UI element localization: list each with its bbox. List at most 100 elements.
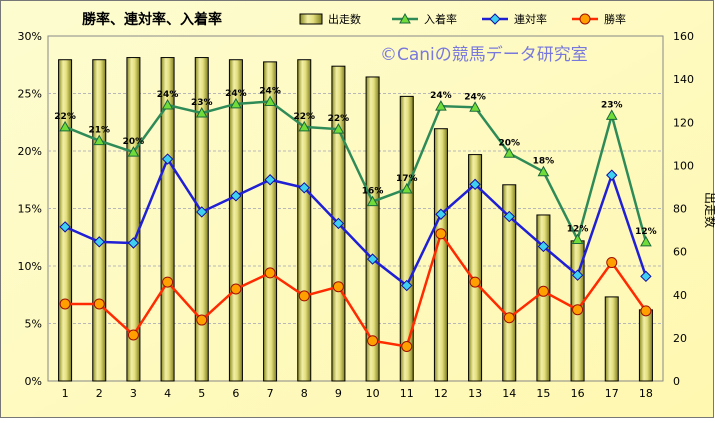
point-diamond [503, 210, 515, 223]
data-label: 24% [225, 89, 247, 99]
point-triangle [503, 147, 516, 158]
legend-marker [489, 13, 501, 25]
y-right-tick-label: 120 [673, 116, 694, 129]
y-left-tick-label: 0% [25, 375, 42, 388]
data-label: 22% [328, 114, 350, 124]
y-right-tick-label: 140 [673, 73, 694, 86]
data-label: 18% [533, 157, 555, 167]
point-triangle [605, 109, 618, 120]
data-label: 12% [635, 227, 657, 237]
y-left-tick-label: 5% [25, 318, 42, 331]
y-right-tick-label: 80 [673, 203, 687, 216]
point-diamond [537, 240, 550, 253]
point-diamond [571, 269, 584, 281]
series-line [64, 156, 648, 288]
point-diamond [93, 236, 105, 248]
x-tick-label: 5 [198, 387, 205, 400]
grid [47, 35, 664, 382]
axes: 0% 5% 10% 15% 20% 25% 30% 0 20 40 60 80 100 120 140 160… [18, 30, 694, 400]
point-diamond [332, 217, 345, 230]
legend-marker [399, 12, 411, 24]
point-circle [537, 285, 549, 297]
x-tick-label: 12 [434, 387, 448, 400]
point-circle [640, 305, 652, 317]
x-tick-label: 3 [130, 387, 137, 400]
bar [92, 59, 107, 382]
x-tick-label: 16 [571, 387, 585, 400]
data-label: 17% [396, 174, 418, 184]
point-triangle [400, 182, 413, 194]
point-diamond [196, 206, 208, 218]
x-tick-label: 8 [301, 387, 308, 400]
point-circle [264, 267, 276, 279]
point-circle [332, 281, 344, 293]
bar [263, 61, 278, 382]
y-left-tick-label: 30% [18, 30, 42, 43]
point-circle [230, 283, 242, 295]
point-diamond [161, 153, 174, 165]
watermark: ©Caniの競馬データ研究室 [380, 44, 588, 65]
x-tick-label: 2 [96, 387, 103, 400]
point-circle [435, 228, 447, 240]
point-circle [401, 341, 413, 352]
x-tick-label: 15 [536, 387, 550, 400]
x-tick-label: 17 [605, 387, 619, 400]
bar [160, 57, 175, 382]
y-right-tick-label: 0 [673, 375, 680, 388]
point-circle [606, 257, 618, 269]
point-circle [298, 290, 310, 302]
point-triangle [264, 95, 276, 107]
point-triangle [59, 120, 71, 132]
bar [399, 95, 414, 382]
x-tick-label: 1 [62, 387, 69, 400]
point-circle [93, 298, 105, 310]
bar [502, 184, 517, 382]
bar [468, 154, 483, 382]
point-circle [162, 276, 174, 288]
bar [433, 128, 448, 382]
data-label: 24% [464, 92, 486, 102]
point-triangle [640, 235, 652, 247]
bar [126, 57, 141, 382]
bar [536, 214, 551, 382]
point-triangle [435, 100, 447, 111]
point-diamond [435, 208, 447, 220]
bar [194, 57, 209, 382]
point-triangle [571, 233, 584, 245]
legend-swatch-bar [299, 13, 323, 25]
series-line [64, 100, 648, 244]
data-label: 16% [362, 187, 384, 197]
y-right-tick-label: 160 [673, 30, 694, 43]
bar [228, 59, 243, 382]
point-circle [367, 335, 379, 347]
y-right-tick-label: 60 [673, 246, 687, 259]
point-triangle [332, 123, 345, 134]
point-triangle [469, 101, 481, 112]
data-label: 21% [88, 126, 110, 136]
legend-marker [579, 13, 591, 25]
data-label: 22% [293, 112, 315, 122]
point-circle [572, 304, 584, 316]
series-line [65, 230, 647, 348]
legend: 出走数 入着率 連対率 勝率 [299, 12, 626, 26]
point-circle [196, 314, 208, 326]
x-tick-label: 18 [639, 387, 653, 400]
x-tick-label: 10 [366, 387, 380, 400]
data-label: 24% [157, 90, 179, 100]
point-diamond [230, 190, 242, 202]
data-label: 23% [191, 98, 213, 108]
point-triangle [161, 98, 174, 110]
y-left-tick-label: 15% [18, 203, 42, 216]
x-tick-label: 4 [164, 387, 171, 400]
chart-title: 勝率、連対率、入着率 [82, 11, 222, 28]
y-left-tick-label: 20% [18, 145, 42, 158]
point-triangle [195, 107, 208, 118]
x-tick-label: 6 [232, 387, 239, 400]
point-triangle [298, 120, 311, 132]
point-triangle [537, 165, 550, 177]
y-right-axis-label: 出走数 [703, 192, 715, 228]
x-tick-label: 7 [267, 387, 274, 400]
point-diamond [127, 237, 140, 249]
